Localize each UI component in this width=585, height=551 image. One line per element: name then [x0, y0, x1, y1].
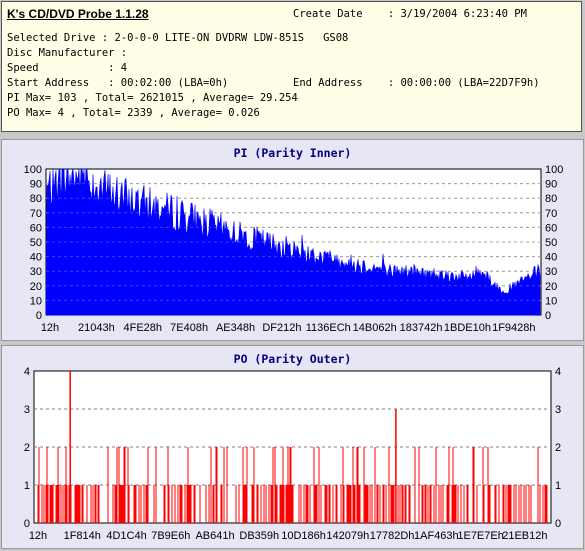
po-ytick-right: 1 — [555, 480, 561, 492]
pi-chart-panel: PI (Parity Inner) 0 0 10 10 20 20 30 30 40 40 50 50… — [1, 139, 584, 341]
pi-ytick-left: 100 — [24, 164, 42, 176]
po-ytick-left: 0 — [24, 518, 30, 530]
pi-ytick-right: 30 — [545, 266, 557, 278]
pi-ytick-right: 80 — [545, 193, 557, 205]
pi-xtick-label: 4FE28h — [123, 322, 162, 334]
po-ytick-left: 3 — [24, 404, 30, 416]
pi-ytick-left: 40 — [30, 252, 42, 264]
pi-xtick-label: DF212h — [262, 322, 301, 334]
po-ytick-right: 2 — [555, 442, 561, 454]
speed: Speed : 4 — [7, 62, 128, 74]
pi-xtick-label: 1F9428h — [492, 322, 535, 334]
pi-xtick-label: 183742h — [400, 322, 443, 334]
po-xtick-label: 1E7E7Eh — [457, 530, 503, 542]
pi-chart-title: PI (Parity Inner) — [233, 146, 352, 160]
pi-ytick-right: 60 — [545, 222, 557, 234]
pi-series-area — [45, 168, 541, 316]
pi-ytick-right: 50 — [545, 237, 557, 249]
pi-xtick-label: 21043h — [78, 322, 115, 334]
po-ytick-right: 4 — [555, 366, 561, 378]
po-ytick-right: 0 — [555, 518, 561, 530]
pi-ytick-left: 60 — [30, 222, 42, 234]
po-ytick-left: 1 — [24, 480, 30, 492]
pi-xtick-label: 12h — [41, 322, 59, 334]
po-xtick-label: 12h — [29, 530, 47, 542]
pi-ytick-right: 70 — [545, 208, 557, 220]
pi-ytick-left: 50 — [30, 237, 42, 249]
po-chart: 0 0 1 1 2 2 3 3 4 4 12h 1F814h 4D1C4h 7B9E6h AB641h DB3… — [24, 366, 561, 542]
po-chart-title: PO (Parity Outer) — [233, 352, 352, 366]
pi-ytick-right: 90 — [545, 179, 557, 191]
create-date: Create Date : 3/19/2004 6:23:40 PM — [293, 8, 527, 20]
pi-ytick-right: 40 — [545, 252, 557, 264]
pi-ytick-right: 100 — [545, 164, 563, 176]
pi-ytick-right: 20 — [545, 281, 557, 293]
pi-ytick-left: 70 — [30, 208, 42, 220]
po-xtick-label: 142079h — [326, 530, 369, 542]
pi-xtick-label: 1BDE10h — [444, 322, 491, 334]
pi-xtick-label: AE348h — [216, 322, 255, 334]
app-title: K's CD/DVD Probe 1.1.28 — [7, 7, 149, 21]
pi-ytick-left: 80 — [30, 193, 42, 205]
pi-xtick-label: 1136ECh — [306, 322, 351, 334]
po-xtick-label: 17782Dh — [370, 530, 415, 542]
po-ytick-left: 2 — [24, 442, 30, 454]
end-address: End Address : 00:00:00 (LBA=22D7F9h) — [293, 77, 540, 89]
po-xtick-label: 1AF463h — [414, 530, 459, 542]
pi-ytick-left: 20 — [30, 281, 42, 293]
pi-ytick-left: 0 — [36, 310, 42, 322]
po-xtick-label: 7B9E6h — [151, 530, 190, 542]
po-summary: PO Max= 4 , Total= 2339 , Average= 0.026 — [7, 107, 260, 119]
po-xtick-label: DB359h — [239, 530, 279, 542]
pi-ytick-right: 10 — [545, 295, 557, 307]
disc-manufacturer: Disc Manufacturer : — [7, 47, 128, 59]
pi-xtick-label: 14B062h — [353, 322, 397, 334]
po-xtick-label: 21EB12h — [502, 530, 547, 542]
po-ytick-right: 3 — [555, 404, 561, 416]
po-xtick-label: AB641h — [195, 530, 234, 542]
pi-summary: PI Max= 103 , Total= 2621015 , Average= … — [7, 92, 298, 104]
po-xtick-label: 1F814h — [64, 530, 101, 542]
pi-ytick-left: 10 — [30, 295, 42, 307]
pi-chart: 0 0 10 10 20 20 30 30 40 40 50 50 60 60 70 70 80 80 90 90 10… — [24, 164, 564, 334]
pi-ytick-right: 0 — [545, 310, 551, 322]
po-xtick-label: 4D1C4h — [106, 530, 146, 542]
po-xtick-label: 10D186h — [281, 530, 326, 542]
pi-ytick-left: 90 — [30, 179, 42, 191]
po-chart-panel: PO (Parity Outer) 0 0 1 1 2 2 3 3 4 4 12h 1F814h 4D1… — [1, 345, 584, 549]
start-address: Start Address : 00:02:00 (LBA=0h) — [7, 77, 229, 89]
po-ytick-left: 4 — [24, 366, 30, 378]
pi-xtick-label: 7E408h — [170, 322, 208, 334]
info-panel: K's CD/DVD Probe 1.1.28 Create Date : 3/… — [1, 1, 582, 132]
selected-drive: Selected Drive : 2-0-0-0 LITE-ON DVDRW L… — [7, 32, 349, 44]
pi-ytick-left: 30 — [30, 266, 42, 278]
